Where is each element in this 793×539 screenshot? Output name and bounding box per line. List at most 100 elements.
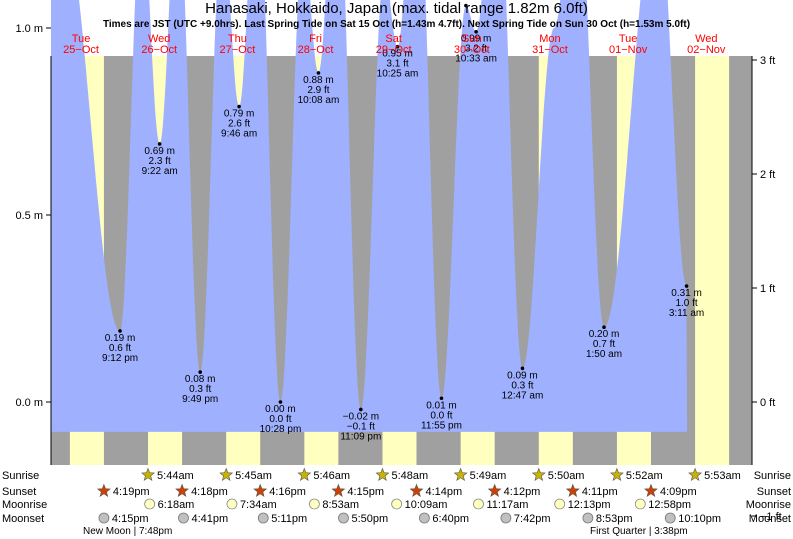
low-tide-label: 0.00 m (265, 404, 296, 415)
low-tide-label: 0.19 m (105, 333, 136, 344)
sun-icon (96, 483, 111, 497)
date-label: 25−Oct (63, 44, 99, 56)
low-tide-label: 3:11 am (669, 308, 704, 319)
low-tide-point (474, 29, 478, 34)
left-tick-label: 0.0 m (15, 397, 43, 409)
sun-icon (375, 467, 390, 481)
low-tide-point (157, 142, 162, 146)
sunset-time: 4:16pm (269, 486, 306, 498)
low-tide-label: 10:33 am (455, 54, 497, 65)
sun-icon (253, 483, 268, 497)
low-tide-point (278, 400, 283, 404)
low-tide-label: 0.88 m (303, 75, 334, 86)
sun-icon (565, 483, 580, 497)
low-tide-label: 0.0 ft (430, 410, 452, 421)
row-label-right: Moonrise (746, 499, 791, 511)
low-tide-label: 3.2 ft (465, 44, 487, 55)
low-tide-point (316, 71, 321, 75)
low-tide-point (395, 44, 400, 49)
date-label: 29−Oct (376, 44, 412, 56)
axes: 0.0 m0.5 m1.0 m1.5 m−1 ft0 ft1 ft2 ft3 f… (15, 23, 782, 523)
low-tide-label: 12:47 am (502, 390, 544, 401)
day-of-week-label: Wed (695, 33, 717, 45)
low-tide-label: 0.3 ft (189, 384, 211, 395)
moonset-icon (178, 512, 189, 524)
right-tick-label: 1 ft (760, 283, 775, 295)
chart-title: Hanasaki, Hokkaido, Japan (max. tidal ra… (205, 0, 588, 17)
sunrise-time: 5:45am (235, 470, 272, 482)
low-tide-label: 3.1 ft (386, 59, 408, 70)
moonset-time: 10:10pm (678, 513, 721, 525)
sun-icon (297, 467, 312, 481)
sun-icon (644, 483, 658, 497)
date-label: 28−Oct (298, 44, 334, 56)
tide-area (51, 0, 688, 432)
low-tide-label: 1:50 am (586, 349, 622, 360)
day-of-week-label: Wed (148, 33, 170, 45)
low-tide-point (520, 366, 525, 371)
moonrise-time: 12:58pm (648, 499, 691, 511)
day-labels: Tue25−OctWed26−OctThu27−OctFri28−OctSat2… (63, 33, 726, 56)
moonrise-time: 6:18am (158, 499, 195, 511)
sunset-time: 4:11pm (582, 486, 618, 498)
low-tide-point (439, 396, 444, 401)
moonset-time: 7:42pm (514, 513, 551, 525)
sun-icon (487, 483, 502, 497)
sunset-time: 4:19pm (113, 486, 150, 498)
low-tide-label: 0.3 ft (511, 380, 533, 391)
moonrise-icon (144, 498, 156, 510)
low-tide-label: 9:46 am (221, 129, 257, 140)
low-tide-label: 2.6 ft (228, 119, 250, 130)
moonrise-icon (554, 498, 566, 510)
low-tide-label: 0.09 m (507, 370, 538, 381)
day-of-week-label: Sat (385, 33, 402, 45)
moonrise-time: 8:53am (322, 499, 359, 511)
low-tide-label: 2.3 ft (149, 156, 171, 167)
date-label: 31−Oct (532, 44, 568, 56)
moonset-time: 4:41pm (191, 513, 228, 525)
row-label-right: Sunrise (754, 470, 791, 482)
sunrise-time: 5:49am (470, 470, 507, 482)
low-tide-label: −0.02 m (343, 411, 379, 422)
moon-phase-new: New Moon | 7:48pm (83, 526, 173, 537)
sun-icon (688, 467, 703, 481)
moonrise-icon (391, 498, 403, 510)
low-tide-point (237, 104, 241, 109)
right-tick-label: −1 ft (760, 511, 782, 523)
sun-icon (175, 483, 189, 497)
moonrise-icon (473, 498, 484, 510)
row-label-left: Sunrise (2, 470, 39, 482)
day-of-week-label: Fri (309, 33, 322, 45)
low-tide-label: 0.31 m (671, 288, 702, 299)
moonset-icon (500, 512, 512, 524)
high-tide-label: 1.06 m (451, 0, 482, 1)
chart-subtitle: Times are JST (UTC +9.0hrs). Last Spring… (102, 19, 691, 30)
sunset-time: 4:12pm (504, 486, 541, 498)
moonset-icon (98, 512, 110, 524)
low-tide-label: 0.01 m (426, 400, 457, 411)
moonset-icon (418, 512, 430, 524)
low-tide-label: 0.20 m (589, 329, 620, 340)
low-tide-label: 2.9 ft (307, 85, 329, 96)
moonrise-time: 7:34am (240, 499, 277, 511)
sun-icon (141, 467, 155, 481)
low-tide-label: 9:12 pm (102, 353, 138, 364)
sunset-time: 4:14pm (426, 486, 463, 498)
date-label: 30−Oct (454, 44, 490, 56)
left-tick-label: 1.0 m (15, 23, 43, 35)
day-of-week-label: Tue (619, 33, 638, 45)
moonset-time: 8:53pm (596, 513, 633, 525)
sun-icon (219, 467, 234, 481)
left-tick-label: 0.5 m (15, 210, 43, 222)
moonrise-icon (308, 498, 320, 510)
low-tide-label: 9:49 pm (182, 394, 218, 405)
sun-icon (331, 483, 346, 497)
low-tide-label: 11:55 pm (421, 420, 462, 431)
row-label-left: Moonset (2, 513, 44, 525)
night-band (740, 56, 752, 465)
sun-icon (453, 467, 468, 481)
low-tide-point (602, 325, 606, 330)
low-tide-label: 0.99 m (461, 34, 492, 45)
right-tick-label: 3 ft (760, 55, 775, 67)
moonrise-icon (226, 498, 238, 510)
